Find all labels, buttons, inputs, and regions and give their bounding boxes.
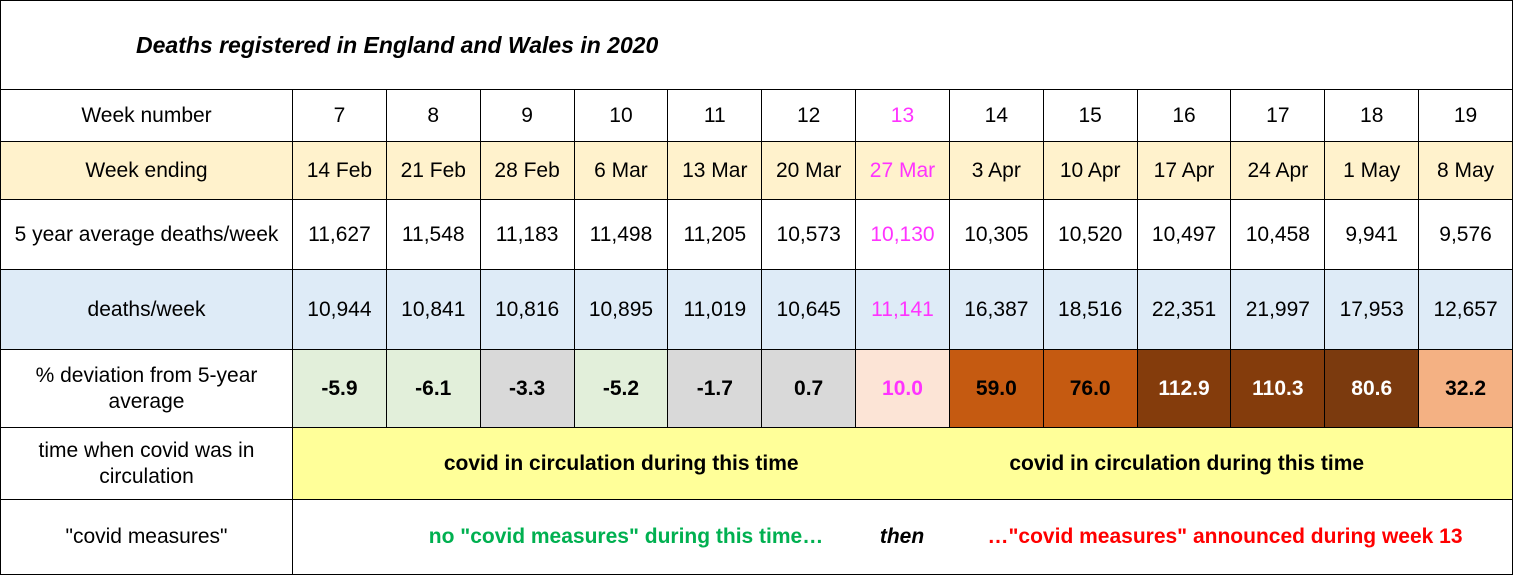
cell: 17 Apr xyxy=(1136,141,1232,200)
cell: 6 Mar xyxy=(573,141,669,200)
row-label: "covid measures" xyxy=(0,499,293,575)
cell: -5.2 xyxy=(573,349,669,428)
cell: 17 xyxy=(1230,89,1326,142)
cell: 20 Mar xyxy=(761,141,857,200)
circulation-band: covid in circulation during this time xyxy=(292,427,950,500)
cell: 16,387 xyxy=(948,269,1044,350)
cell: 9 xyxy=(479,89,575,142)
cell: 13 Mar xyxy=(667,141,763,200)
row-label: Week number xyxy=(0,89,293,142)
cell: 0.7 xyxy=(761,349,857,428)
cell: 10,895 xyxy=(573,269,669,350)
cell: 11,141 xyxy=(855,269,950,350)
cell: -6.1 xyxy=(385,349,481,428)
cell: 10,841 xyxy=(385,269,481,350)
measures-after: …"covid measures" announced during week … xyxy=(987,525,1463,548)
cell: 10.0 xyxy=(855,349,950,428)
cell: 9,941 xyxy=(1324,199,1420,270)
cell: 10,130 xyxy=(855,199,950,270)
cell: 27 Mar xyxy=(855,141,950,200)
title: Deaths registered in England and Wales i… xyxy=(0,0,1513,90)
cell: 10,458 xyxy=(1230,199,1326,270)
cell: 14 xyxy=(948,89,1044,142)
cell: 14 Feb xyxy=(292,141,387,200)
cell: 24 Apr xyxy=(1230,141,1326,200)
cell: 10,305 xyxy=(948,199,1044,270)
cell: 112.9 xyxy=(1136,349,1232,428)
cell: 10,816 xyxy=(479,269,575,350)
cell: 10,573 xyxy=(761,199,857,270)
row-label: deaths/week xyxy=(0,269,293,350)
table-row: Week ending 14 Feb 21 Feb 28 Feb 6 Mar 13 Mar… xyxy=(0,141,1513,200)
cell: 10 xyxy=(573,89,669,142)
cell: 3 Apr xyxy=(948,141,1044,200)
row-label: Week ending xyxy=(0,141,293,200)
cell: -1.7 xyxy=(667,349,763,428)
cell: -3.3 xyxy=(479,349,575,428)
table-row: % deviation from 5-year average -5.9 -6.1-… xyxy=(0,349,1513,428)
cell: 11,548 xyxy=(385,199,481,270)
circulation-band: covid in circulation during this time xyxy=(949,427,1514,500)
row-label: % deviation from 5-year average xyxy=(0,349,293,428)
cell: 13 xyxy=(855,89,950,142)
cell: 12 xyxy=(761,89,857,142)
cell: 59.0 xyxy=(948,349,1044,428)
cell: 10 Apr xyxy=(1042,141,1138,200)
cell: 8 May xyxy=(1418,141,1513,200)
measures-row: "covid measures" no "covid measures" duri… xyxy=(0,499,1513,575)
cell: 8 xyxy=(385,89,481,142)
cell: 32.2 xyxy=(1418,349,1513,428)
row-label: time when covid was in circulation xyxy=(0,427,293,500)
cell: 11,627 xyxy=(292,199,387,270)
cell: 11,205 xyxy=(667,199,763,270)
cell: 16 xyxy=(1136,89,1232,142)
measures-cell: no "covid measures" during this time… the… xyxy=(292,499,1513,575)
measures-before: no "covid measures" during this time… xyxy=(428,525,824,548)
cell: 11 xyxy=(667,89,763,142)
circulation-row: time when covid was in circulation covid … xyxy=(0,427,1514,500)
table-row: deaths/week 10,944 10,841 10,816 10,895 11,01… xyxy=(0,269,1513,350)
cell: 10,645 xyxy=(761,269,857,350)
cell: 21,997 xyxy=(1230,269,1326,350)
cell: 21 Feb xyxy=(385,141,481,200)
cell: 22,351 xyxy=(1136,269,1232,350)
row-label: 5 year average deaths/week xyxy=(0,199,293,270)
cell: 11,019 xyxy=(667,269,763,350)
measures-box: no "covid measures" during this time… the… xyxy=(295,501,1510,574)
cell: 10,497 xyxy=(1136,199,1232,270)
cell: 7 xyxy=(292,89,387,142)
cell: 110.3 xyxy=(1230,349,1326,428)
cell: 11,183 xyxy=(479,199,575,270)
table-row: Week number 7 8 9 10 11 12 13 14 15 16 17 18 19 xyxy=(0,89,1513,142)
cell: 15 xyxy=(1042,89,1138,142)
cell: 17,953 xyxy=(1324,269,1420,350)
cell: 1 May xyxy=(1324,141,1420,200)
cell: 76.0 xyxy=(1042,349,1138,428)
cell: 9,576 xyxy=(1418,199,1513,270)
measures-then: then xyxy=(879,525,925,548)
cell: 11,498 xyxy=(573,199,669,270)
cell: 12,657 xyxy=(1418,269,1513,350)
cell: 80.6 xyxy=(1324,349,1420,428)
cell: 19 xyxy=(1418,89,1513,142)
cell: -5.9 xyxy=(292,349,387,428)
cell: 18 xyxy=(1324,89,1420,142)
cell: 10,520 xyxy=(1042,199,1138,270)
cell: 10,944 xyxy=(292,269,387,350)
cell: 18,516 xyxy=(1042,269,1138,350)
title-row: Deaths registered in England and Wales i… xyxy=(0,0,1513,90)
cell: 28 Feb xyxy=(479,141,575,200)
table-row: 5 year average deaths/week 11,627 11,548 11… xyxy=(0,199,1513,270)
